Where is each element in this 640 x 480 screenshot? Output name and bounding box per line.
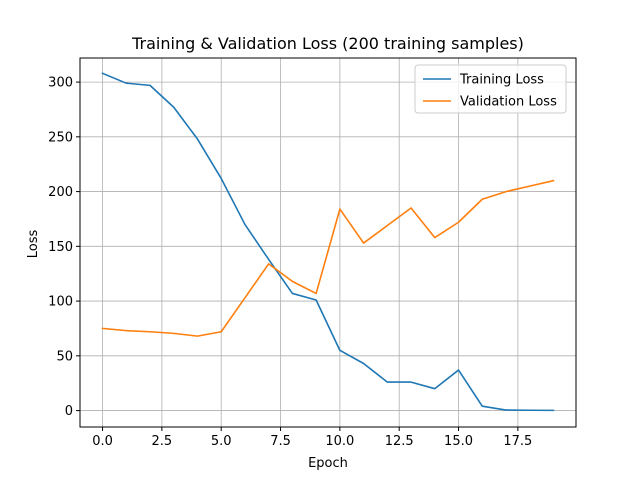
x-axis-ticks: 0.0 2.5 5.0 7.5 10.0 12.5 15.0 17.5 [92, 427, 532, 449]
y-axis-ticks: 0 50 100 150 200 250 300 [48, 76, 80, 419]
legend-label: Training Loss [459, 73, 544, 88]
series-line-validation-loss [101, 179, 555, 337]
grid-lines [80, 58, 576, 427]
x-tick-label: 15.0 [444, 434, 473, 449]
x-tick-label: 0.0 [92, 434, 113, 449]
y-tick-label: 200 [48, 185, 73, 200]
x-tick-label: 5.0 [211, 434, 232, 449]
x-tick-label: 12.5 [385, 434, 414, 449]
y-tick-label: 50 [56, 349, 73, 364]
axes-frame [79, 57, 577, 428]
legend-label: Validation Loss [460, 95, 557, 110]
x-axis-title: Epoch [308, 456, 348, 471]
y-tick-label: 300 [48, 76, 73, 91]
x-tick-label: 7.5 [270, 434, 291, 449]
plot-area [101, 72, 555, 412]
y-tick-label: 150 [48, 240, 73, 255]
x-tick-label: 17.5 [503, 434, 532, 449]
x-tick-label: 2.5 [152, 434, 173, 449]
x-tick-label: 10.0 [325, 434, 354, 449]
y-tick-label: 100 [48, 295, 73, 310]
legend-box [414, 64, 567, 114]
y-tick-label: 250 [48, 130, 73, 145]
series-line-training-loss [101, 72, 555, 412]
y-axis-title: Loss [26, 230, 41, 259]
chart-title: Training & Validation Loss (200 training… [131, 34, 524, 53]
legend: Training Loss Validation Loss [414, 64, 567, 114]
y-tick-label: 0 [65, 404, 73, 419]
